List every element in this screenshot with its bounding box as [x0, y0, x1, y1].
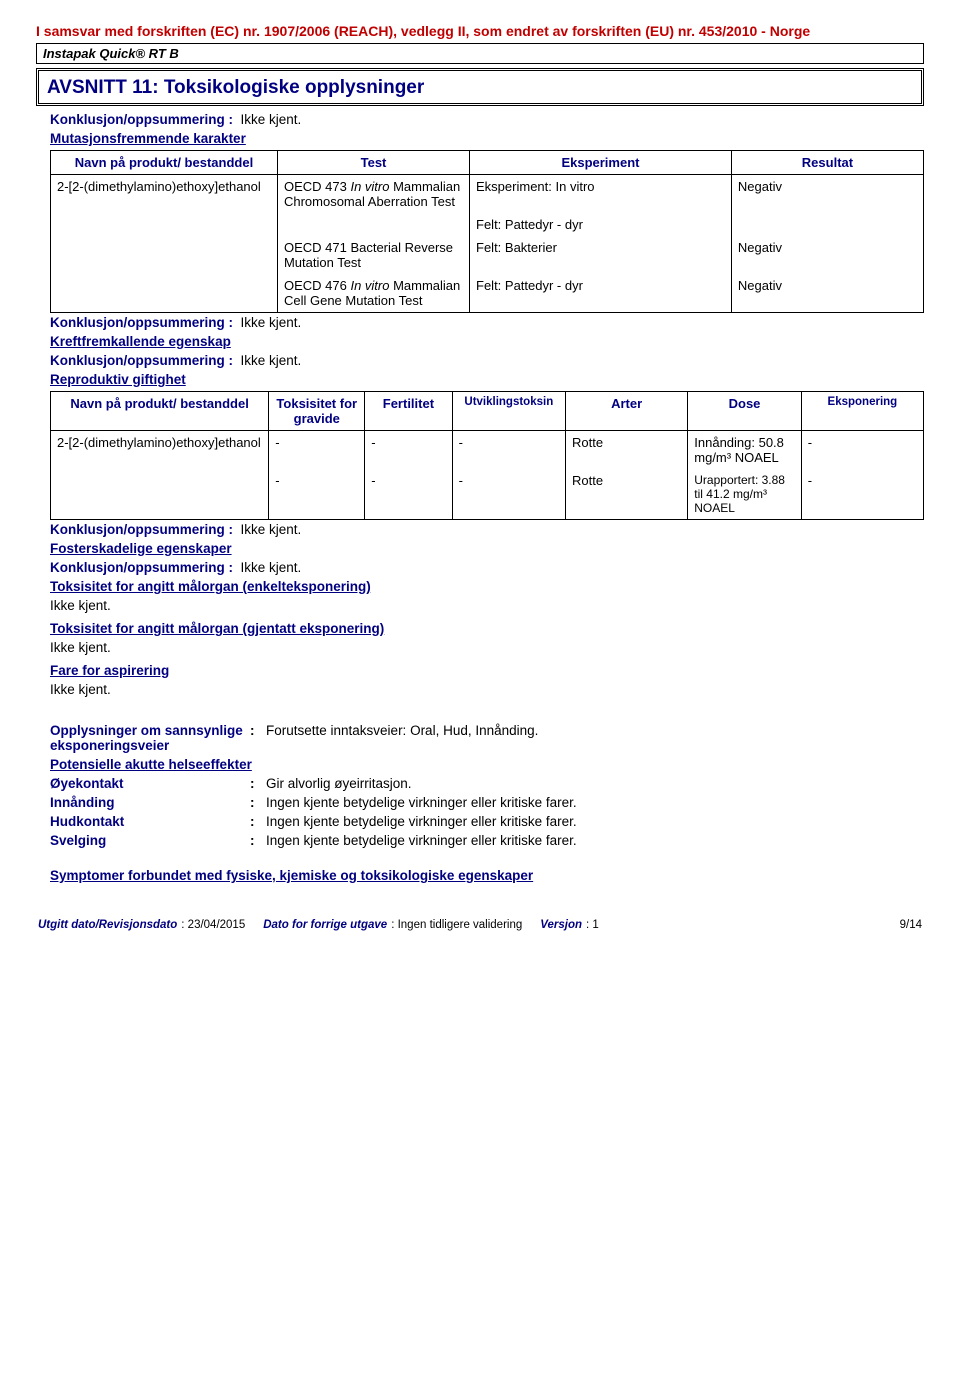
- cell-res: [731, 213, 923, 236]
- carcinogen-heading: Kreftfremkallende egenskap: [50, 334, 924, 349]
- effect-row: Svelging:Ingen kjente betydelige virknin…: [50, 833, 924, 848]
- th: Toksisitet for gravide: [269, 391, 365, 430]
- exposure-label: Opplysninger om sannsynlige eksponerings…: [50, 723, 250, 753]
- page-footer: Utgitt dato/Revisjonsdato : 23/04/2015 Da…: [36, 919, 924, 931]
- cell-res: Negativ: [731, 236, 923, 274]
- th-product: Navn på produkt/ bestanddel: [51, 150, 278, 174]
- effect-label: Hudkontakt: [50, 814, 250, 829]
- cell-substance: 2-[2-(dimethylamino)ethoxy]ethanol: [51, 430, 269, 519]
- footer-prev-label: Dato for forrige utgave: [263, 919, 387, 931]
- cell-res: Negativ: [731, 274, 923, 313]
- tox-repeat-heading: Toksisitet for angitt målorgan (gjentatt…: [50, 621, 924, 636]
- th: Arter: [566, 391, 688, 430]
- table-row: 2-[2-(dimethylamino)ethoxy]ethanol - - -…: [51, 430, 924, 469]
- cell-exp: Eksperiment: In vitro: [470, 174, 732, 213]
- effect-label: Innånding: [50, 795, 250, 810]
- cell-exp: Felt: Bakterier: [470, 236, 732, 274]
- effect-value: Gir alvorlig øyeirritasjon.: [266, 776, 924, 791]
- footer-page: 9/14: [900, 919, 922, 931]
- conclusion-row: Konklusjon/oppsummering : Ikke kjent.: [50, 560, 924, 575]
- conclusion-row: Konklusjon/oppsummering : Ikke kjent.: [50, 522, 924, 537]
- tox-repeat-value: Ikke kjent.: [50, 640, 924, 655]
- mutation-heading: Mutasjonsfremmende karakter: [50, 131, 924, 146]
- effect-label: Øyekontakt: [50, 776, 250, 791]
- conclusion-value: Ikke kjent.: [241, 112, 302, 127]
- cell-test: [277, 213, 469, 236]
- th-test: Test: [277, 150, 469, 174]
- cell-res: Negativ: [731, 174, 923, 213]
- footer-prev-val: : Ingen tidligere validering: [391, 919, 522, 931]
- acute-effects-heading: Potensielle akutte helseeffekter: [50, 757, 924, 772]
- effect-value: Ingen kjente betydelige virkninger eller…: [266, 833, 924, 848]
- table-row: 2-[2-(dimethylamino)ethoxy]ethanol OECD …: [51, 174, 924, 213]
- section-title: AVSNITT 11: Toksikologiske opplysninger: [47, 77, 913, 99]
- tox-single-value: Ikke kjent.: [50, 598, 924, 613]
- footer-version-val: : 1: [586, 919, 599, 931]
- effect-row: Hudkontakt:Ingen kjente betydelige virkn…: [50, 814, 924, 829]
- aspiration-value: Ikke kjent.: [50, 682, 924, 697]
- th: Eksponering: [801, 391, 923, 430]
- exposure-info-row: Opplysninger om sannsynlige eksponerings…: [50, 723, 924, 753]
- footer-issued-val: : 23/04/2015: [181, 919, 245, 931]
- table-header-row: Navn på produkt/ bestanddel Toksisitet f…: [51, 391, 924, 430]
- cell-test: OECD 473 In vitro Mammalian Chromosomal …: [277, 174, 469, 213]
- cell-exp: Felt: Pattedyr - dyr: [470, 274, 732, 313]
- table-header-row: Navn på produkt/ bestanddel Test Eksperi…: [51, 150, 924, 174]
- cell-substance: 2-[2-(dimethylamino)ethoxy]ethanol: [51, 174, 278, 312]
- conclusion-row: Konklusjon/oppsummering : Ikke kjent.: [50, 112, 924, 127]
- th: Utviklingstoksin: [452, 391, 565, 430]
- footer-version-label: Versjon: [540, 919, 582, 931]
- repro-table: Navn på produkt/ bestanddel Toksisitet f…: [50, 391, 924, 520]
- tox-single-heading: Toksisitet for angitt målorgan (enkeltek…: [50, 579, 924, 594]
- footer-issued-label: Utgitt dato/Revisjonsdato: [38, 919, 177, 931]
- th-experiment: Eksperiment: [470, 150, 732, 174]
- th: Dose: [688, 391, 801, 430]
- mutation-table: Navn på produkt/ bestanddel Test Eksperi…: [50, 150, 924, 313]
- section-box: AVSNITT 11: Toksikologiske opplysninger: [36, 68, 924, 106]
- cell-exp: Felt: Pattedyr - dyr: [470, 213, 732, 236]
- conclusion-row: Konklusjon/oppsummering : Ikke kjent.: [50, 353, 924, 368]
- foster-heading: Fosterskadelige egenskaper: [50, 541, 924, 556]
- product-name-box: Instapak Quick® RT B: [36, 43, 924, 64]
- symptoms-heading: Symptomer forbundet med fysiske, kjemisk…: [50, 868, 924, 883]
- th-result: Resultat: [731, 150, 923, 174]
- th: Fertilitet: [365, 391, 452, 430]
- cell-test: OECD 471 Bacterial Reverse Mutation Test: [277, 236, 469, 274]
- effect-value: Ingen kjente betydelige virkninger eller…: [266, 795, 924, 810]
- effect-label: Svelging: [50, 833, 250, 848]
- effect-row: Øyekontakt:Gir alvorlig øyeirritasjon.: [50, 776, 924, 791]
- cell-test: OECD 476 In vitro Mammalian Cell Gene Mu…: [277, 274, 469, 313]
- repro-heading: Reproduktiv giftighet: [50, 372, 924, 387]
- exposure-value: Forutsette inntaksveier: Oral, Hud, Innå…: [266, 723, 924, 753]
- effect-row: Innånding:Ingen kjente betydelige virkni…: [50, 795, 924, 810]
- regulation-header: I samsvar med forskriften (EC) nr. 1907/…: [36, 22, 924, 41]
- th: Navn på produkt/ bestanddel: [51, 391, 269, 430]
- conclusion-row: Konklusjon/oppsummering : Ikke kjent.: [50, 315, 924, 330]
- aspiration-heading: Fare for aspirering: [50, 663, 924, 678]
- conclusion-label: Konklusjon/oppsummering: [50, 112, 225, 127]
- effect-value: Ingen kjente betydelige virkninger eller…: [266, 814, 924, 829]
